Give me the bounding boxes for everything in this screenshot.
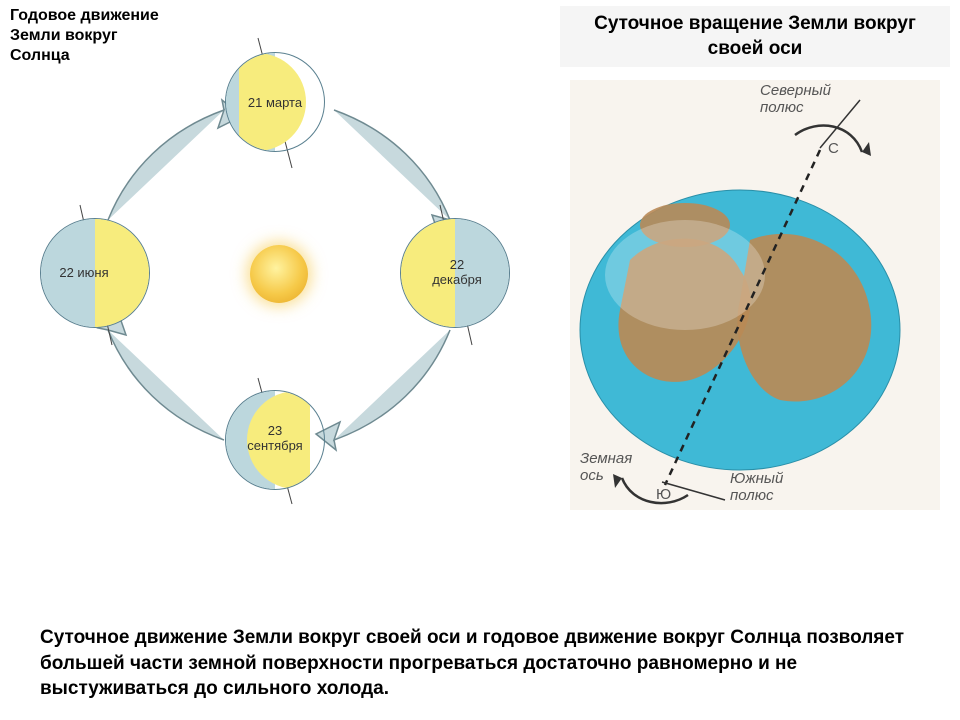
orbit-diagram: 21 марта 22декабря 23сентября 22 июня — [0, 10, 560, 520]
daily-rotation-title: Суточное вращение Земли вокруг своей оси — [560, 6, 950, 67]
date-december: 22декабря — [428, 258, 486, 288]
globe-svg — [570, 80, 940, 510]
label-north-pole: Северныйполюс — [760, 82, 831, 117]
date-september: 23сентября — [246, 424, 304, 454]
caption-text: Суточное движение Земли вокруг своей оси… — [40, 625, 920, 702]
sun-icon — [250, 245, 308, 303]
date-march: 21 марта — [244, 96, 306, 111]
label-south-letter: Ю — [656, 486, 671, 503]
date-june: 22 июня — [54, 266, 114, 281]
label-south-pole: Южныйполюс — [730, 470, 783, 505]
label-north-letter: С — [828, 140, 839, 157]
globe-diagram: Северныйполюс С Земнаяось Ю Южныйполюс — [570, 80, 940, 510]
label-axis: Земнаяось — [580, 450, 632, 485]
